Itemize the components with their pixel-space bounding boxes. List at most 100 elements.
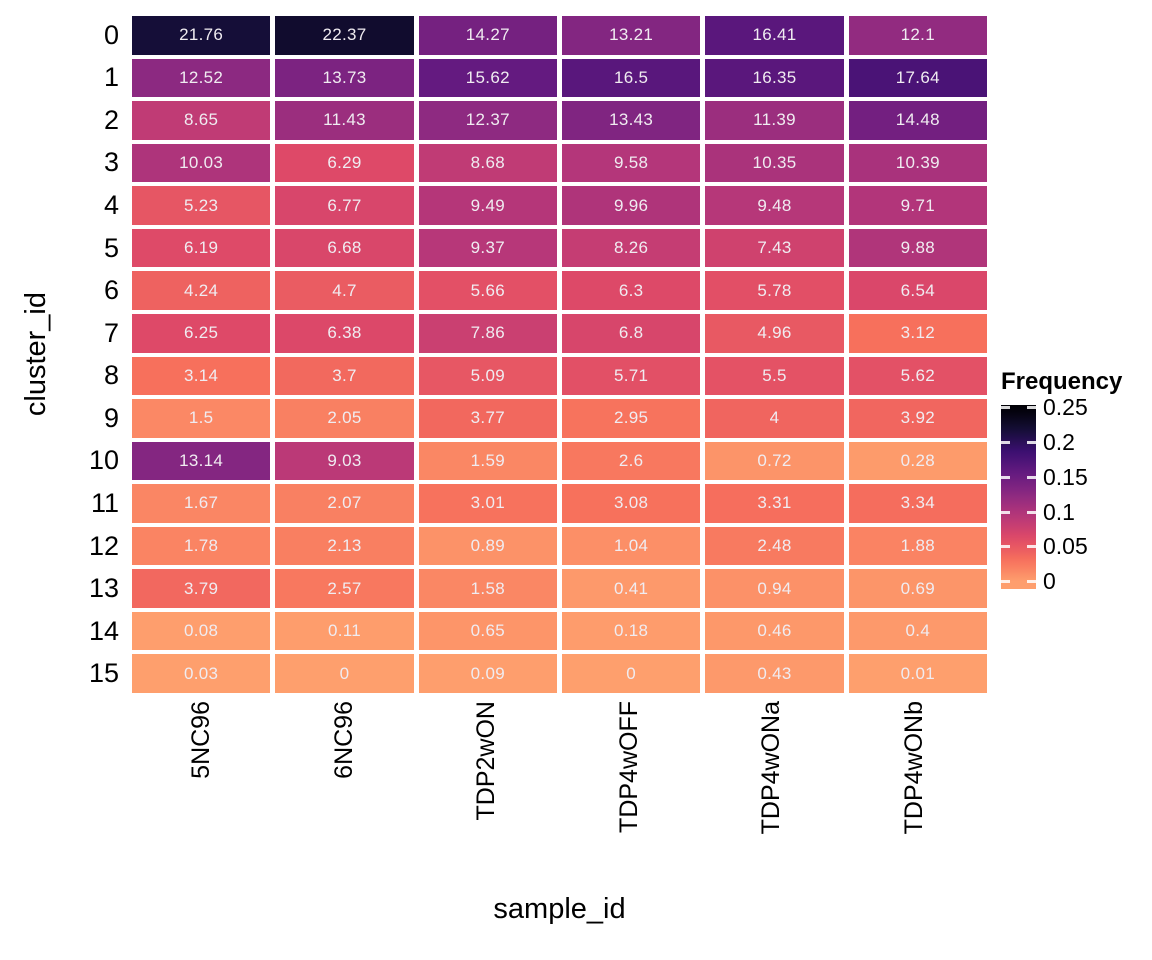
heatmap-cell: 2.05 [275,399,414,438]
heatmap-cell: 12.1 [848,16,987,55]
legend-title: Frequency [1001,368,1123,395]
heatmap-cell: 3.08 [561,484,701,523]
heatmap-cell: 0.4 [848,611,987,651]
x-tick-label: 5NC96 [187,701,216,779]
heatmap-cell: 0.65 [418,611,557,651]
heatmap-cell: 5.78 [705,271,844,310]
heatmap-cell: 0.41 [561,569,701,608]
heatmap-cell: 21.76 [132,16,271,55]
heatmap-cell: 0.89 [418,526,557,566]
heatmap-cell: 4.96 [705,313,844,353]
heatmap-cell: 3.01 [418,484,557,523]
heatmap-cell: 6.54 [848,271,987,310]
heatmap-cell: 3.92 [848,399,987,438]
heatmap-cell: 2.07 [275,484,414,523]
legend-colorbar [1001,405,1036,589]
y-tick-label: 12 [88,530,119,561]
heatmap-cell: 9.49 [418,186,557,225]
heatmap-cell: 9.71 [848,186,987,225]
legend-tick-label: 0.15 [1043,463,1088,490]
heatmap-cell: 7.86 [418,313,557,353]
heatmap-cell: 9.96 [561,186,701,225]
heatmap-cell: 6.68 [275,228,414,268]
heatmap-cell: 9.37 [418,228,557,268]
x-tick-label: TDP4wONb [899,701,928,835]
heatmap-cell: 11.39 [705,101,844,140]
heatmap-cell: 10.03 [132,143,271,183]
heatmap-cell: 1.88 [848,526,987,566]
heatmap-cell: 4 [705,399,844,438]
legend-tick-mark [1027,406,1036,409]
heatmap-cell: 1.04 [561,526,701,566]
y-tick-label: 2 [103,104,119,135]
y-tick-label: 8 [103,360,119,391]
heatmap-cell: 9.48 [705,186,844,225]
heatmap-cell: 2.13 [275,526,414,566]
heatmap-cell: 16.35 [705,58,844,98]
legend-tick-mark [1001,475,1010,479]
heatmap-cell: 3.7 [275,356,414,396]
heatmap-cell: 4.7 [275,271,414,310]
legend-tick-mark [1027,510,1036,514]
legend-tick-mark [1027,440,1036,444]
heatmap-cell: 0 [275,654,414,693]
heatmap-cell: 2.95 [561,399,701,438]
x-tick-label: TDP2wON [472,701,501,821]
heatmap-cell: 0.94 [705,569,844,608]
heatmap-cell: 8.65 [132,101,271,140]
heatmap-cell: 10.39 [848,143,987,183]
heatmap-cell: 1.59 [418,441,557,481]
heatmap-cell: 0.28 [848,441,987,481]
x-tick-label: TDP4wONa [757,701,786,835]
heatmap-cell: 10.35 [705,143,844,183]
legend-tick-mark [1027,545,1036,549]
heatmap-cell: 9.03 [275,441,414,481]
heatmap-cell: 5.66 [418,271,557,310]
heatmap-cell: 3.12 [848,313,987,353]
legend-tick-mark [1001,580,1010,584]
heatmap-cell: 2.48 [705,526,844,566]
heatmap-cell: 3.34 [848,484,987,523]
y-tick-label: 4 [103,190,119,221]
heatmap-cell: 0.11 [275,611,414,651]
heatmap-cell: 6.25 [132,313,271,353]
heatmap-cell: 1.78 [132,526,271,566]
heatmap-cell: 6.8 [561,313,701,353]
heatmap-cell: 12.37 [418,101,557,140]
heatmap-cell: 16.41 [705,16,844,55]
heatmap-cell: 13.43 [561,101,701,140]
heatmap-cell: 15.62 [418,58,557,98]
heatmap-cell: 0.43 [705,654,844,693]
legend-tick-mark [1001,510,1010,514]
heatmap-cell: 9.58 [561,143,701,183]
legend-tick-mark [1001,545,1010,549]
heatmap-cell: 16.5 [561,58,701,98]
legend-tick-label: 0.2 [1043,428,1075,455]
y-tick-label: 9 [103,402,119,433]
heatmap-cell: 1.58 [418,569,557,608]
heatmap-cell: 17.64 [848,58,987,98]
heatmap-cell: 13.14 [132,441,271,481]
heatmap-cell: 2.6 [561,441,701,481]
heatmap-cell: 0.18 [561,611,701,651]
heatmap-cell: 5.62 [848,356,987,396]
x-tick-label: TDP4wOFF [614,701,643,833]
y-tick-label: 10 [88,445,119,476]
legend-tick-label: 0.25 [1043,394,1088,420]
heatmap-cell: 3.77 [418,399,557,438]
heatmap-cell: 0.08 [132,611,271,651]
x-axis-title: sample_id [493,893,626,925]
heatmap-cell: 8.68 [418,143,557,183]
heatmap-cell: 2.57 [275,569,414,608]
heatmap-cell: 8.26 [561,228,701,268]
legend-tick-label: 0.1 [1043,498,1075,525]
heatmap-cell: 1.5 [132,399,271,438]
heatmap-cell: 5.71 [561,356,701,396]
heatmap-cell: 1.67 [132,484,271,523]
heatmap-cell: 0.72 [705,441,844,481]
heatmap-cell: 6.3 [561,271,701,310]
heatmap-grid: 21.76 22.37 14.27 13.21 16.41 12.1 12.52 13.73 1… [132,16,987,693]
heatmap-cell: 0.03 [132,654,271,693]
heatmap-cell: 5.09 [418,356,557,396]
heatmap-cell: 0.09 [418,654,557,693]
